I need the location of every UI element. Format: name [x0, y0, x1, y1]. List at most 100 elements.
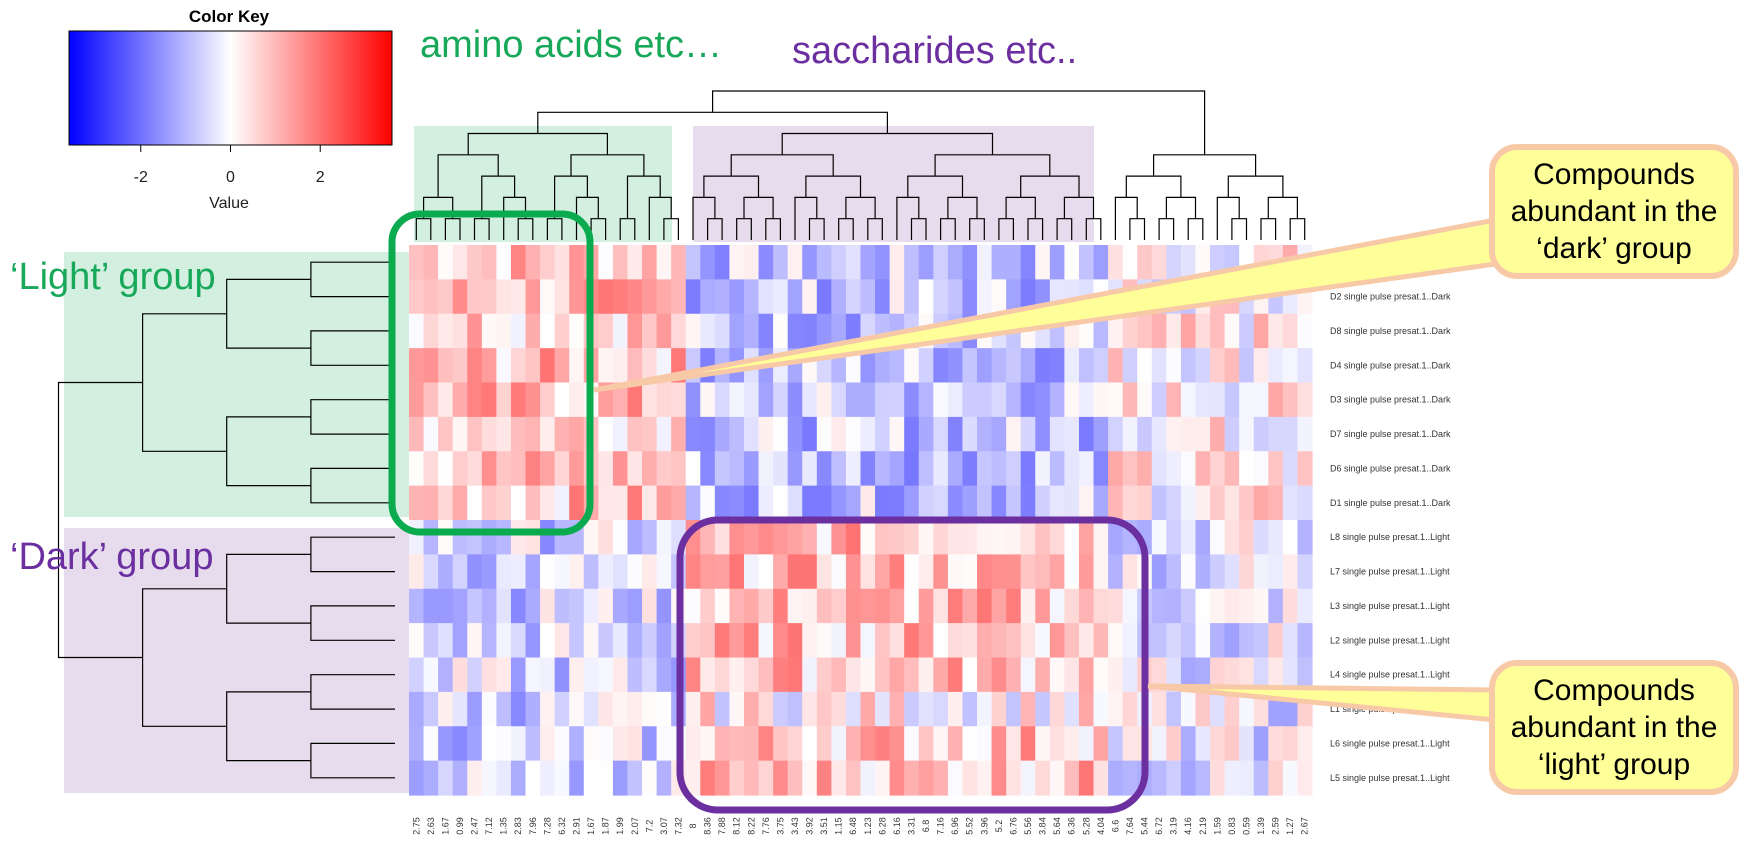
heatmap-cell: [656, 451, 672, 487]
heatmap-cell: [1122, 588, 1138, 624]
heatmap-cell: [860, 623, 876, 659]
heatmap-cell: [1282, 760, 1299, 796]
column-label: 2.47: [470, 817, 480, 835]
heatmap-cell: [1049, 691, 1065, 727]
heatmap-cell: [1035, 623, 1051, 659]
heatmap-cell: [991, 279, 1007, 315]
heatmap-cell: [758, 657, 774, 693]
heatmap-cell: [1122, 554, 1138, 590]
heatmap-cell: [831, 520, 847, 555]
heatmap-cell: [1268, 588, 1284, 624]
heatmap-cell: [642, 313, 658, 349]
heatmap-cell: [816, 554, 832, 590]
heatmap-cell: [1166, 691, 1182, 727]
heatmap-cell: [569, 245, 585, 280]
heatmap-cell: [889, 657, 905, 693]
heatmap-cell: [1006, 657, 1022, 693]
heatmap-cell: [642, 691, 658, 727]
heatmap-cell: [1239, 760, 1255, 796]
heatmap-cell: [831, 554, 847, 590]
heatmap-cell: [1239, 313, 1255, 349]
dark-callout-line-1: Compounds: [1533, 158, 1695, 191]
heatmap-cell: [1166, 623, 1182, 659]
heatmap-cell: [598, 245, 614, 280]
heatmap-cell: [1049, 245, 1065, 280]
heatmap-cell: [496, 657, 512, 693]
heatmap-cell: [700, 760, 716, 796]
heatmap-cell: [685, 382, 701, 418]
heatmap-cell: [1195, 313, 1211, 349]
heatmap-cell: [860, 416, 876, 452]
column-label: 2.75: [411, 817, 421, 835]
heatmap-cell: [700, 554, 716, 590]
heatmap-cell: [612, 485, 629, 521]
heatmap-cell: [569, 554, 585, 590]
heatmap-cell: [554, 623, 570, 659]
column-label: 2.91: [572, 817, 582, 835]
heatmap-cell: [977, 485, 993, 521]
heatmap-cell: [671, 245, 687, 280]
heatmap-cell: [1064, 554, 1080, 590]
heatmap-cell: [409, 382, 425, 418]
heatmap-cell: [612, 623, 629, 659]
heatmap-cell: [569, 382, 585, 418]
heatmap-cell: [1122, 245, 1138, 280]
heatmap-cell: [685, 554, 701, 590]
heatmap-cell: [510, 588, 527, 624]
heatmap-cell: [569, 623, 585, 659]
heatmap-cell: [1078, 245, 1095, 280]
heatmap-cell: [1093, 554, 1109, 590]
heatmap-cell: [438, 623, 454, 659]
heatmap-cell: [438, 520, 454, 555]
heatmap-cell: [510, 313, 527, 349]
heatmap-cell: [700, 657, 716, 693]
heatmap-cell: [947, 554, 964, 590]
heatmap-cell: [1282, 726, 1299, 762]
heatmap-cell: [904, 245, 920, 280]
heatmap-cell: [1020, 245, 1036, 280]
heatmap-cell: [758, 623, 774, 659]
heatmap-cell: [1224, 416, 1240, 452]
heatmap-cell: [1137, 451, 1153, 487]
heatmap-cell: [802, 279, 818, 315]
heatmap-cell: [540, 348, 556, 384]
heatmap-cell: [977, 348, 993, 384]
heatmap-cell: [612, 691, 629, 727]
heatmap-cell: [540, 416, 556, 452]
heatmap-cell: [525, 313, 541, 349]
heatmap-cell: [947, 520, 964, 555]
heatmap-cell: [758, 279, 774, 315]
heatmap-cell: [758, 726, 774, 762]
heatmap-cell: [1282, 416, 1299, 452]
heatmap-cell: [525, 726, 541, 762]
row-label: L5 single pulse presat.1..Light: [1330, 773, 1450, 783]
heatmap-cell: [889, 416, 905, 452]
heatmap-cell: [510, 485, 527, 521]
row-label: D1 single pulse presat.1..Dark: [1330, 498, 1451, 508]
heatmap-cell: [627, 485, 643, 521]
color-key-title: Color Key: [189, 7, 270, 26]
heatmap-cell: [1151, 691, 1167, 727]
heatmap-cell: [1064, 348, 1080, 384]
heatmap-cell: [845, 554, 862, 590]
heatmap-cell: [991, 416, 1007, 452]
heatmap-cell: [467, 588, 483, 624]
heatmap-cell: [409, 657, 425, 693]
heatmap-cell: [438, 348, 454, 384]
heatmap-cell: [1253, 691, 1269, 727]
heatmap-cell: [1268, 313, 1284, 349]
column-label: 2.07: [630, 817, 640, 835]
heatmap-cell: [438, 279, 454, 315]
heatmap-cell: [569, 348, 585, 384]
heatmap-cell: [1122, 416, 1138, 452]
heatmap-cell: [525, 451, 541, 487]
heatmap-cell: [816, 760, 832, 796]
heatmap-cell: [656, 382, 672, 418]
heatmap-cell: [554, 657, 570, 693]
heatmap-cell: [700, 691, 716, 727]
heatmap-cell: [1253, 657, 1269, 693]
heatmap-cell: [714, 451, 731, 487]
heatmap-cell: [481, 382, 497, 418]
row-label: L6 single pulse presat.1..Light: [1330, 738, 1450, 748]
heatmap-cell: [1297, 726, 1313, 762]
